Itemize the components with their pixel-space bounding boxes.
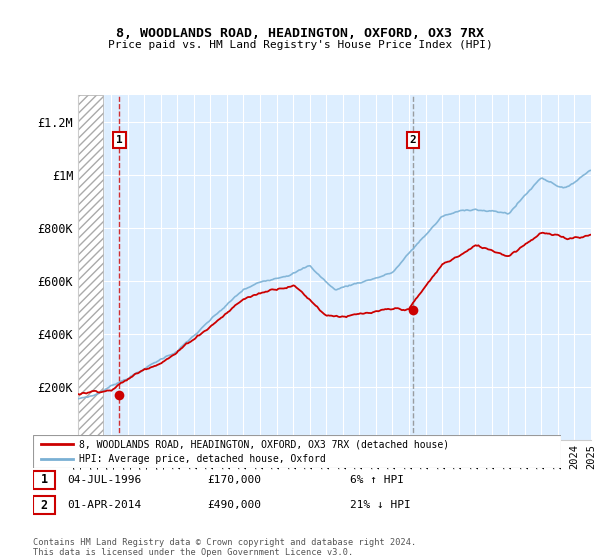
Text: HPI: Average price, detached house, Oxford: HPI: Average price, detached house, Oxfo… [79, 455, 326, 464]
Text: 6% ↑ HPI: 6% ↑ HPI [350, 475, 404, 485]
Bar [78, 95, 103, 440]
Text: £490,000: £490,000 [207, 500, 261, 510]
Text: 1: 1 [116, 135, 123, 145]
Text: 01-APR-2014: 01-APR-2014 [67, 500, 142, 510]
Text: 21% ↓ HPI: 21% ↓ HPI [350, 500, 410, 510]
Text: Contains HM Land Registry data © Crown copyright and database right 2024.: Contains HM Land Registry data © Crown c… [33, 538, 416, 547]
Bar [33, 496, 55, 514]
Text: This data is licensed under the Open Government Licence v3.0.: This data is licensed under the Open Gov… [33, 548, 353, 557]
Text: 8, WOODLANDS ROAD, HEADINGTON, OXFORD, OX3 7RX (detached house): 8, WOODLANDS ROAD, HEADINGTON, OXFORD, O… [79, 439, 449, 449]
Text: 04-JUL-1996: 04-JUL-1996 [67, 475, 142, 485]
Text: 8, WOODLANDS ROAD, HEADINGTON, OXFORD, OX3 7RX: 8, WOODLANDS ROAD, HEADINGTON, OXFORD, O… [116, 27, 484, 40]
Text: 2: 2 [41, 498, 47, 512]
Text: £170,000: £170,000 [207, 475, 261, 485]
Text: Price paid vs. HM Land Registry's House Price Index (HPI): Price paid vs. HM Land Registry's House … [107, 40, 493, 50]
Text: 2: 2 [410, 135, 416, 145]
Text: 1: 1 [41, 473, 47, 487]
Bar [78, 95, 103, 440]
Bar [33, 471, 55, 489]
